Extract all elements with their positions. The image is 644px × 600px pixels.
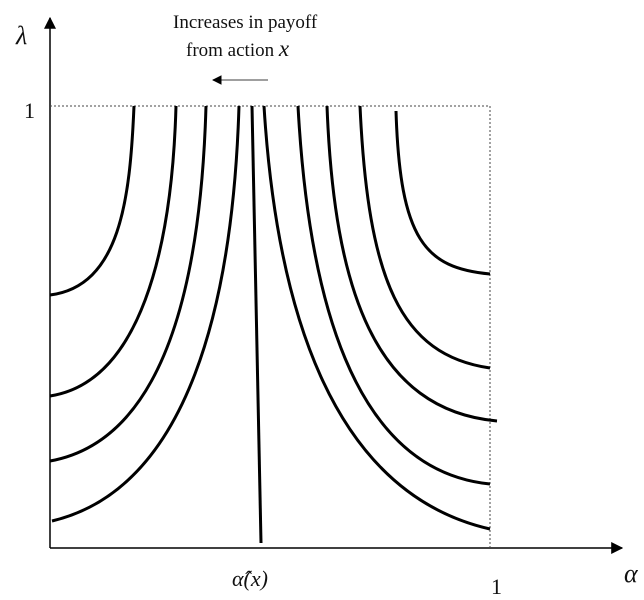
x-tick-label: 1 [491,574,502,599]
annotation-line-1: Increases in payoff [173,12,318,33]
x-axis-label: α [624,559,639,588]
alpha-hat-label: α̂(x) [232,566,268,591]
right-curve-2 [296,105,491,486]
right-curve-3 [325,105,498,423]
left-curve-1 [49,105,136,297]
alpha-hat-curve [250,105,263,544]
left-curve-3 [49,105,208,463]
annotation-line-2-var: x [278,36,290,61]
left-curve-4 [51,105,241,523]
left-curve-2 [49,105,178,398]
y-tick-label: 1 [24,98,35,123]
right-curve-4 [358,105,491,370]
right-curve-5 [394,110,491,276]
annotation-line-2-text: from action [186,40,279,61]
y-axis-label: λ [15,21,27,50]
right-curve-1 [262,105,491,531]
annotation-line-2: from action x [186,36,290,61]
